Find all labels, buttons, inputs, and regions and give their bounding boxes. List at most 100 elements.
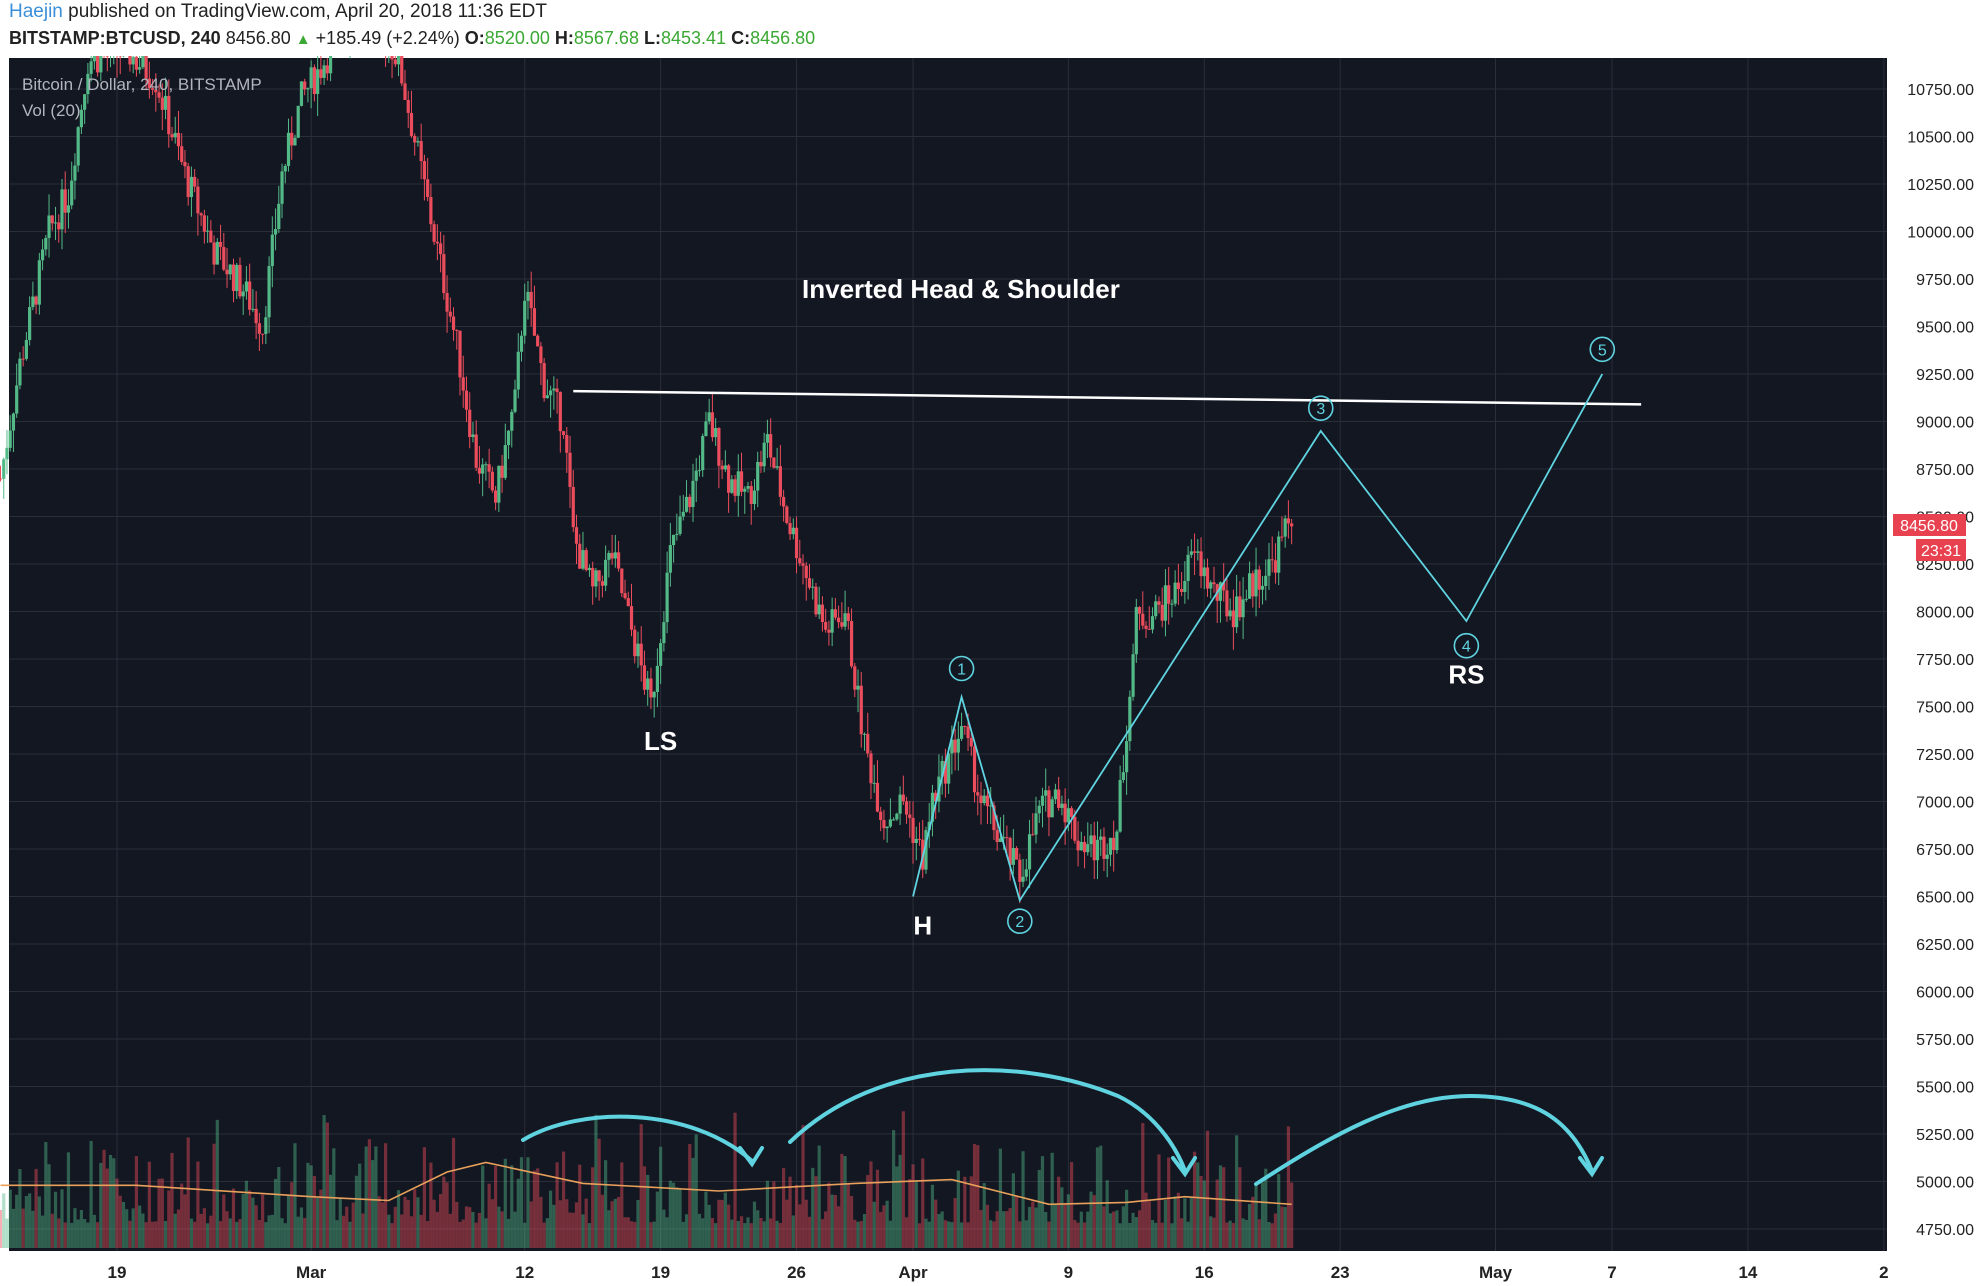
candle-body — [477, 467, 482, 474]
volume-bar — [1073, 1220, 1077, 1248]
candle-body — [105, 56, 109, 57]
volume-bar — [102, 1149, 106, 1248]
candle-body — [856, 685, 860, 690]
candle-body — [451, 316, 456, 331]
volume-bar — [1079, 1211, 1083, 1248]
volume-bar — [513, 1211, 517, 1248]
candle-body — [759, 461, 763, 467]
candle-body — [561, 431, 566, 436]
candle-body — [1209, 582, 1213, 589]
candle-body — [1092, 835, 1096, 861]
time-tick-label: 26 — [787, 1263, 806, 1282]
candle-body — [1128, 696, 1132, 742]
price-axis[interactable]: 10750.00 10500.00 10250.00 10000.00 9750.00 9… — [1907, 82, 1974, 1239]
price-tick-label: 7750.00 — [1916, 652, 1974, 669]
time-tick-label: 14 — [1738, 1263, 1757, 1282]
candle-body — [1238, 596, 1242, 618]
volume-bar — [943, 1220, 947, 1248]
candle-body — [468, 409, 472, 438]
volume-bar — [662, 1209, 666, 1248]
candle-body — [328, 56, 333, 74]
volume-bar — [995, 1211, 999, 1248]
volume-bar — [853, 1219, 857, 1248]
volume-bar — [924, 1218, 928, 1248]
volume-bar — [341, 1215, 346, 1248]
volume-bar — [691, 1157, 695, 1248]
volume-bar — [1108, 1213, 1113, 1248]
candle-body — [1005, 837, 1009, 839]
candle-body — [788, 523, 792, 535]
candle-body — [917, 838, 922, 840]
volume-bar — [426, 1220, 430, 1248]
candle-body — [231, 264, 236, 291]
candle-body — [963, 726, 967, 728]
volume-bar — [623, 1217, 627, 1248]
candle-body — [435, 241, 439, 244]
candle-body — [206, 230, 210, 232]
volume-bar — [1076, 1222, 1080, 1248]
candle-body — [1057, 789, 1061, 808]
price-tick-label: 8250.00 — [1916, 557, 1974, 574]
candle-body — [286, 132, 291, 166]
author-link[interactable]: Haejin — [9, 1, 63, 22]
candle-body — [930, 792, 935, 822]
candle-body — [804, 565, 808, 579]
time-axis[interactable]: 19 Mar 12 19 26 Apr 9 16 23 May 7 14 2 — [108, 1263, 1889, 1282]
candle-body — [309, 67, 313, 89]
volume-bar — [788, 1176, 792, 1248]
candle-body — [976, 792, 980, 796]
wave-number: 2 — [1015, 914, 1024, 931]
publish-text: published on TradingView.com, April 20, … — [68, 1, 547, 22]
time-tick-label: 19 — [108, 1263, 127, 1282]
volume-bar — [972, 1144, 977, 1248]
volume-bar — [1212, 1217, 1216, 1248]
candle-body — [1118, 779, 1122, 832]
candle-body — [720, 465, 724, 470]
candle-body — [956, 738, 960, 753]
volume-bar — [144, 1222, 148, 1248]
candle-body — [497, 465, 501, 503]
volume-bar — [348, 1221, 352, 1248]
volume-bar — [254, 1205, 258, 1248]
volume-bar — [976, 1145, 980, 1248]
volume-bar — [947, 1221, 951, 1248]
volume-bar — [591, 1167, 595, 1248]
price-tick-label: 8000.00 — [1916, 605, 1974, 622]
price-tick-label: 5000.00 — [1916, 1175, 1974, 1192]
candle-body — [283, 165, 287, 172]
price-tick-label: 7500.00 — [1916, 700, 1974, 717]
candle-body — [212, 242, 216, 265]
wave-projection-line — [912, 373, 1604, 903]
candle-body — [1082, 841, 1087, 853]
volume-bar — [989, 1220, 993, 1248]
candle-body — [1050, 799, 1054, 818]
candle-body — [1144, 625, 1148, 629]
volume-bar — [917, 1223, 922, 1248]
candle-body — [1115, 831, 1119, 851]
volume-bar — [400, 1214, 404, 1248]
volume-bar — [1257, 1219, 1261, 1248]
volume-bar — [1228, 1220, 1232, 1248]
candle-body — [1257, 569, 1261, 590]
volume-bar — [503, 1158, 507, 1248]
volume-bar — [1095, 1147, 1100, 1248]
volume-bar — [225, 1211, 229, 1248]
volume-bar — [112, 1158, 116, 1248]
volume-bar — [1218, 1165, 1223, 1248]
candle-body — [898, 794, 902, 814]
volume-bar — [387, 1214, 391, 1248]
candle-body — [626, 598, 630, 607]
candle-body — [474, 434, 478, 468]
volume-bar — [1027, 1206, 1032, 1248]
volume-bar — [626, 1217, 630, 1248]
candle-body — [1283, 518, 1287, 537]
candle-body — [202, 215, 206, 232]
volume-bar — [688, 1144, 692, 1248]
symbol-info-bar: BITSTAMP:BTCUSD, 240 8456.80 ▲ +185.49 (… — [9, 26, 815, 50]
candle-body — [1244, 598, 1248, 600]
candle-body — [138, 67, 142, 70]
candle-body — [536, 335, 540, 347]
volume-bar — [655, 1191, 660, 1248]
volume-bar — [73, 1208, 77, 1248]
